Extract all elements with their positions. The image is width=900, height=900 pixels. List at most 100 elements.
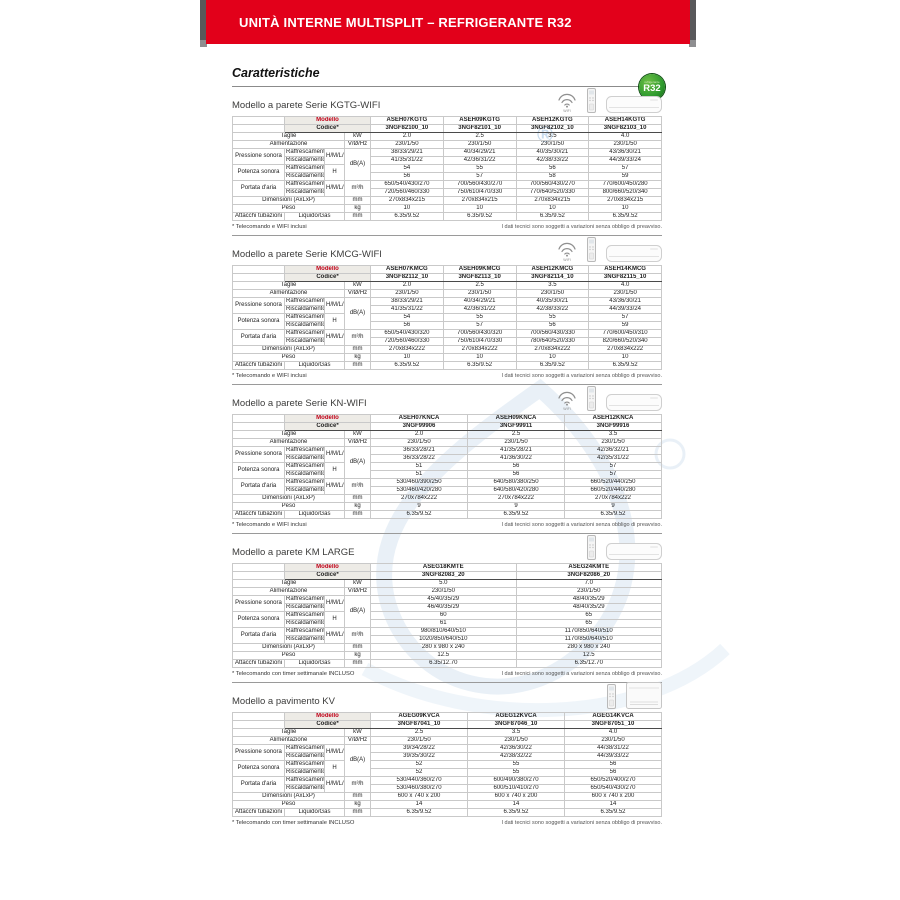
value-cell: 230/1/50 [588, 289, 662, 298]
value-cell: 650/540/430/270 [564, 784, 662, 793]
wifi-icon: WIFI [557, 242, 577, 262]
section-icons: WIFI [557, 237, 662, 262]
row-label: Taglie [232, 728, 345, 737]
wifi-icon-label: WIFI [563, 407, 571, 411]
sub-label: Raffrescamento [284, 627, 325, 636]
value-cell: 40/35/30/21 [515, 148, 590, 157]
section-kn-wifi: Modello a parete Serie KN-WIFI WIFI Modell… [232, 384, 662, 533]
section-title: Modello a parete KM LARGE [232, 547, 355, 558]
unit-cell: kg [343, 502, 372, 511]
value-cell: 230/1/50 [370, 289, 444, 298]
value-cell: 770/600/450/310 [588, 329, 662, 338]
model-name: ASEH09KMCG [442, 265, 517, 274]
value-cell: 6.35/9.52 [515, 212, 590, 221]
corner-cell [232, 720, 285, 729]
row-label: Peso [232, 800, 345, 809]
value-cell: 3.5 [564, 430, 662, 439]
code-row: Codice* 3NGF99906 3NGF99911 3NGF99916 [232, 422, 662, 431]
value-cell: 2.5 [442, 281, 517, 290]
value-cell: 530/460/420/280 [370, 486, 469, 495]
sub-label: Riscaldamento [284, 470, 325, 479]
model-name: ASEH09KGTG [442, 116, 517, 125]
unit-cell: m³/h [343, 180, 372, 197]
unit-cell: kW [343, 132, 372, 141]
spec-row: Attacchi tubazioni Liquido/Gas mm 6.35/9.52… [232, 510, 662, 519]
unit-cell: V/Ø/Hz [343, 289, 372, 298]
value-cell: 65 [515, 611, 663, 620]
section-kgtg-wifi: Modello a parete Serie KGTG-WIFI WIFI Mode… [232, 87, 662, 235]
code-row: Codice* 3NGF82112_10 3NGF82113_10 3NGF82114… [232, 273, 662, 282]
km-large-table: Modello ASEG18KMTE ASEG24KMTE Codice* 3NGF82… [232, 563, 663, 668]
spec-row: Riscaldamento 41/35/31/22 42/36/31/22 42/38… [233, 156, 662, 165]
spec-row: Attacchi tubazioni Liquido/Gas mm 6.35/12.7… [232, 659, 663, 668]
row-label: Potenza sonora [232, 611, 285, 628]
spec-row: Dimensioni (AxLxP) mm 270x834x222 270x834x2… [232, 345, 662, 354]
footnote-left: * Telecomando con timer settimanale INCL… [232, 671, 355, 677]
sub-label: Riscaldamento [284, 768, 325, 777]
value-cell: 57 [442, 172, 517, 181]
row-label: Taglie [232, 281, 345, 290]
spec-row: Riscaldamento 56 57 58 59 [233, 172, 662, 181]
value-cell: 700/560/430/270 [515, 180, 590, 189]
value-cell: 270x784x222 [370, 494, 469, 503]
value-cell: 9 [564, 502, 662, 511]
unit-cell: kW [343, 579, 372, 588]
wall-unit-image [606, 245, 662, 262]
value-cell: 280 x 980 x 240 [370, 643, 517, 652]
model-row: Modello ASEG18KMTE ASEG24KMTE [232, 563, 663, 572]
spec-row: Alimentazione V/Ø/Hz 230/1/50 230/1/50 230/1… [232, 438, 662, 447]
model-name: ASEH09KNCA [467, 414, 565, 423]
value-cell: 660/520/440/250 [564, 478, 662, 487]
value-cell: 6.35/9.52 [564, 510, 662, 519]
value-cell: 1170/850/640/510 [515, 635, 663, 644]
footnote-left: * Telecomando e WIFI inclusi [232, 522, 307, 528]
value-cell: 6.35/9.52 [442, 212, 517, 221]
section-header: Modello a parete KM LARGE [232, 535, 662, 563]
value-cell: 44/39/33/22 [564, 752, 662, 761]
footnote-left: * Telecomando e WIFI inclusi [232, 224, 307, 230]
spec-row: Dimensioni (AxLxP) mm 600 x 740 x 200 600 x… [232, 792, 662, 801]
value-cell: 56 [370, 321, 444, 330]
sub-label: Riscaldamento [284, 156, 325, 165]
value-cell: 270x784x222 [564, 494, 662, 503]
spec-row: Taglie kW 2.0 2.5 3.5 4.0 [232, 132, 662, 141]
banner-left-corner [200, 40, 207, 47]
code-row: Codice* 3NGF82083_20 3NGF82086_20 [232, 571, 663, 580]
modello-header: Modello [283, 563, 372, 572]
row-label: Pressione sonora [232, 297, 285, 314]
row-label: Pressione sonora [232, 595, 285, 612]
value-cell: 5.0 [370, 579, 517, 588]
row-label: Peso [232, 353, 345, 362]
value-cell: 6.35/12.70 [370, 659, 517, 668]
section-footnotes: * Telecomando con timer settimanale INCL… [232, 671, 662, 677]
spec-row: Alimentazione V/Ø/Hz 230/1/50 230/1/50 230/1… [232, 289, 662, 298]
unit-cell: mm [343, 212, 372, 221]
value-cell: 700/560/430/320 [442, 329, 517, 338]
sub-label: Raffrescamento [284, 329, 325, 338]
unit-cell: dB(A) [343, 595, 372, 628]
corner-cell [232, 124, 285, 133]
value-cell: 6.35/9.52 [370, 212, 444, 221]
model-name: ASEH12KGTG [515, 116, 590, 125]
unit-cell: kW [343, 728, 372, 737]
model-code: 3NGF82115_10 [588, 273, 662, 282]
model-name: ASEH07KGTG [370, 116, 444, 125]
value-cell: 270x834x222 [442, 345, 517, 354]
sub-label: Riscaldamento [284, 486, 325, 495]
symbol-cell: H/M/L/Q [324, 776, 345, 793]
model-row: Modello AGEG09KVCA AGEG12KVCA AGEG14KVCA [232, 712, 662, 721]
value-cell: 56 [515, 164, 590, 173]
model-name: ASEH14KMCG [588, 265, 662, 274]
spec-row: Taglie kW 5.0 7.0 [232, 579, 663, 588]
value-cell: 270x784x222 [467, 494, 565, 503]
code-row: Codice* 3NGF87041_10 3NGF87046_10 3NGF87051… [232, 720, 662, 729]
value-cell: 56 [467, 470, 565, 479]
spec-row: Portata d'ariaRaffrescamentoH/M/L/Qm³/h9… [232, 627, 663, 644]
spec-row: Riscaldamento 41/35/31/22 42/36/31/22 42/38… [233, 305, 662, 314]
codice-header: Codice* [283, 124, 372, 133]
unit-cell: mm [343, 510, 372, 519]
row-label: Alimentazione [232, 587, 345, 596]
model-code: 3NGF82112_10 [370, 273, 444, 282]
value-cell: 530/460/390/250 [370, 478, 469, 487]
value-cell: 42/36/32/21 [564, 446, 662, 455]
